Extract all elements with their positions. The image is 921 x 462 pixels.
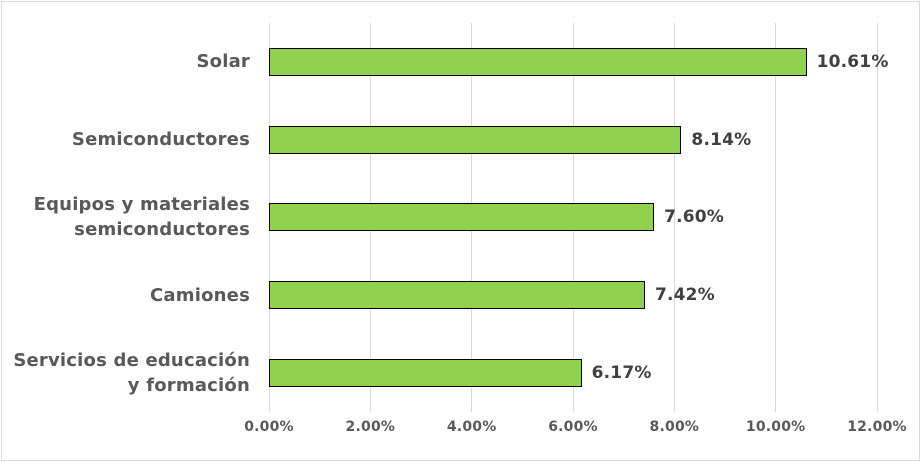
bar-row: 8.14% — [269, 101, 877, 179]
value-axis: 0.00% 2.00% 4.00% 6.00% 8.00% 10.00% 12.00% — [244, 417, 906, 443]
x-tick-label: 0.00% — [244, 419, 294, 435]
x-tick-label: 12.00% — [847, 419, 907, 435]
value-label: 6.17% — [591, 363, 652, 384]
bar — [269, 203, 655, 232]
category-axis: Solar Semiconductores Equipos y materiales… — [0, 23, 250, 412]
bar-row: 10.61% — [269, 23, 888, 101]
x-tick-label: 10.00% — [745, 419, 806, 435]
bar — [269, 47, 807, 76]
gridline — [775, 23, 777, 412]
category-label: Semiconductores — [71, 129, 250, 151]
bar — [269, 281, 645, 310]
value-label: 7.42% — [654, 285, 715, 306]
bar-row: 7.60% — [269, 179, 877, 257]
x-tick-label: 6.00% — [548, 419, 598, 435]
gridline — [673, 23, 675, 412]
value-label: 10.61% — [816, 51, 889, 72]
x-tick-label: 8.00% — [649, 419, 700, 435]
bar — [269, 125, 682, 154]
x-tick-label: 4.00% — [446, 419, 497, 435]
category-label: Solar — [196, 51, 250, 73]
category-label: Equipos y materiales semiconductores — [33, 194, 250, 241]
bar-row: 7.42% — [269, 256, 877, 334]
value-label: 8.14% — [691, 129, 752, 150]
gridline — [876, 23, 878, 412]
plot-area: 10.61% 8.14% 7.60% 7.42% 6.17% — [268, 23, 888, 412]
category-label: Servicios de educación y formación — [13, 349, 250, 397]
bar-row: 6.17% — [269, 334, 877, 412]
category-label: Camiones — [150, 284, 250, 306]
bar — [269, 359, 582, 388]
value-label: 7.60% — [664, 207, 725, 228]
x-tick-label: 2.00% — [345, 419, 396, 435]
